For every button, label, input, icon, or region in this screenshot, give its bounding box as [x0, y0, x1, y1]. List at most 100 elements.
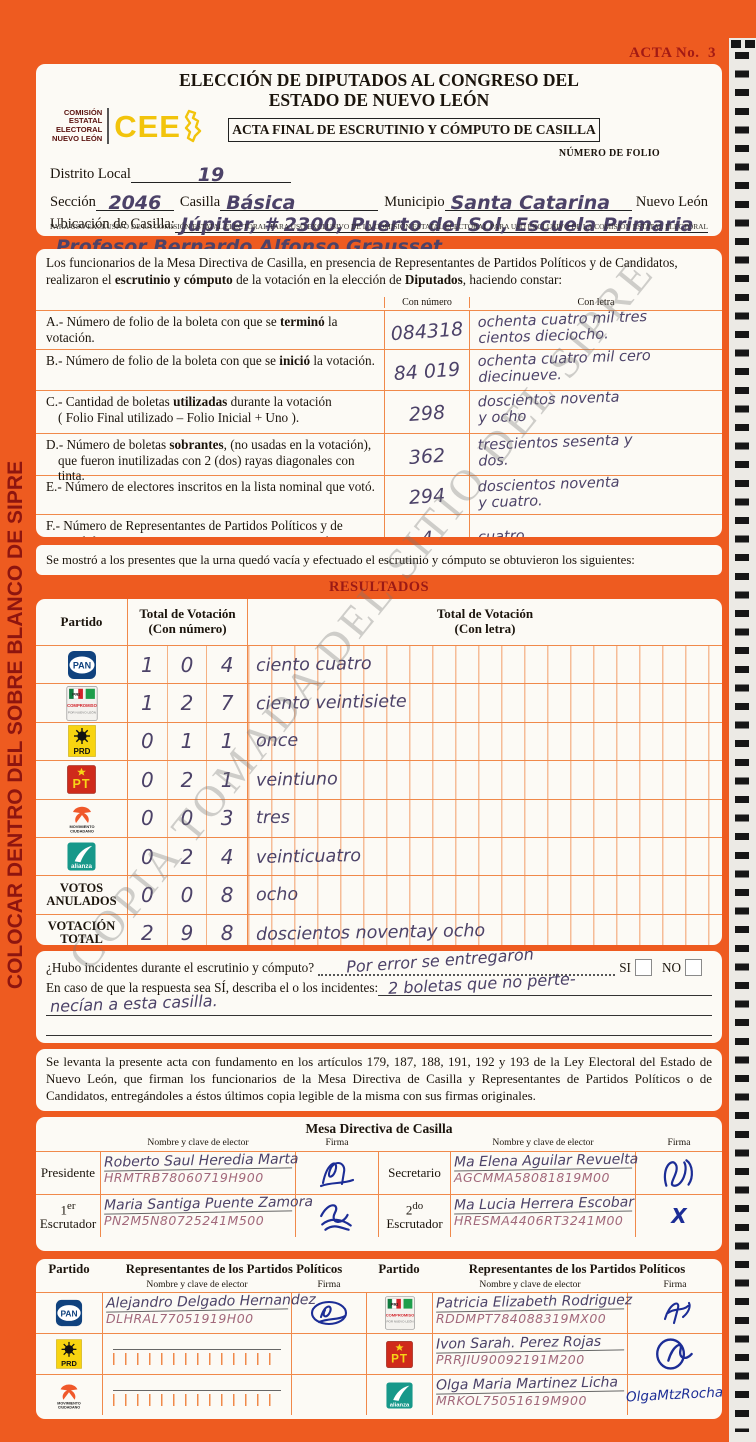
si-label: SI: [619, 960, 631, 975]
municipio-field: Santa Catarina: [444, 188, 632, 214]
presidente-clave: HRMTRB78060719H900: [104, 1170, 264, 1185]
seccion-label: Sección: [50, 194, 96, 210]
empty-name-line: [113, 1390, 281, 1391]
mesa-subheaders: Nombre y clave de elector Firma Nombre y…: [147, 1137, 691, 1148]
value-d-num: 362: [408, 444, 446, 469]
rep-alianza-logo-cell: alianza: [366, 1374, 432, 1415]
describe-line1: 2 boletas que no perte-: [378, 969, 712, 998]
rep-alianza-firma: OlgaMtzRocha: [626, 1374, 722, 1415]
escrutador1-name: Maria Santiga Puente Zamora: [103, 1193, 314, 1215]
svg-text:MOVIMIENTO: MOVIMIENTO: [69, 824, 94, 829]
casilla-field: Básica: [220, 188, 379, 214]
svg-text:PRD: PRD: [61, 1359, 77, 1368]
incidents-question-row: ¿Hubo incidentes durante el escrutinio y…: [46, 944, 712, 977]
rep-pt-clave: PRRJIU90092191M200: [436, 1352, 585, 1367]
presidente-name: Roberto Saul Heredia Marta: [103, 1151, 299, 1172]
rep-pri-name-cell: Patricia Elizabeth Rodriguez RDDMPT78408…: [432, 1292, 633, 1333]
mesa-title: Mesa Directiva de Casilla: [305, 1121, 453, 1136]
escrutador2-firma: X: [636, 1194, 722, 1237]
acta-no-value: 3: [708, 45, 716, 61]
document-title: ELECCIÓN DE DIPUTADOS AL CONGRESO DEL ES…: [36, 64, 722, 110]
x-signature: X: [671, 1204, 687, 1228]
rep-pan-name-cell: Alejandro Delgado Hernandez DLHRAL770519…: [102, 1292, 316, 1333]
svg-text:CIUDADANO: CIUDADANO: [58, 1406, 80, 1410]
svg-text:PRI: PRI: [72, 692, 80, 697]
scrutiny-row-b: B.- Número de folio de la boleta con que…: [36, 347, 722, 390]
rep-prd-firma: [292, 1333, 366, 1374]
distrito-row: Distrito Local 19: [50, 160, 708, 186]
feed-mark: [731, 40, 741, 48]
anulados-letter: ocho: [255, 884, 299, 906]
value-b-letter: ochenta cuatro mil cero diecinueve.: [477, 347, 651, 387]
numero-folio-label: NÚMERO DE FOLIO: [558, 148, 660, 159]
dotted-leader: [318, 961, 616, 976]
svg-text:COMPROMISO: COMPROMISO: [385, 1313, 414, 1318]
scrutiny-row-e: E.- Número de electores inscritos en la …: [36, 475, 722, 514]
svg-text:POR NUEVO LEÓN: POR NUEVO LEÓN: [386, 1319, 413, 1324]
scrutiny-row-f: F.- Número de Representantes de Partidos…: [36, 514, 722, 537]
results-head: Partido Total de Votación (Con número) To…: [36, 599, 722, 645]
svg-text:COMPROMISO: COMPROMISO: [67, 703, 97, 708]
header-panel: ELECCIÓN DE DIPUTADOS AL CONGRESO DEL ES…: [36, 64, 722, 258]
prd-votes-letter: once: [255, 731, 299, 752]
seccion-row: Sección 2046 Casilla Básica Municipio Sa…: [50, 188, 708, 214]
rep-prd-logo-cell: PRD: [36, 1333, 102, 1374]
pt-logo: PT: [386, 1340, 413, 1368]
signature-scribble: [319, 1162, 355, 1188]
casilla-label: Casilla: [179, 194, 221, 210]
incidents-line2: necían a esta casilla.: [46, 991, 712, 1016]
escrutador1-label: 1er Escrutador: [36, 1194, 100, 1237]
rep-pri-name: Patricia Elizabeth Rodriguez: [435, 1292, 633, 1313]
svg-text:PT: PT: [391, 1352, 408, 1365]
escrutador2-name: Ma Lucia Herrera Escobar: [453, 1194, 635, 1215]
si-checkbox: [634, 959, 652, 976]
acta-number: ACTA No. 3: [629, 45, 716, 62]
rep-alianza-clave: MRKOL75051619M900: [436, 1393, 587, 1408]
describe-label: En caso de que la respuesta sea SÍ, desc…: [46, 980, 379, 995]
col-con-numero: Con número: [384, 297, 470, 308]
svg-text:PAN: PAN: [60, 1308, 77, 1318]
pan-logo: PAN: [55, 1299, 83, 1327]
signature-scribble: [663, 1301, 691, 1325]
mesa-panel: Mesa Directiva de Casilla Nombre y clave…: [36, 1117, 722, 1251]
svg-text:PT: PT: [73, 778, 91, 792]
col-con-letra: Con letra: [577, 297, 615, 308]
signature-scribble: [656, 1338, 693, 1370]
escrutador1-firma: [296, 1194, 378, 1237]
reps-panel: Partido Representantes de los Partidos P…: [36, 1259, 722, 1419]
reps-grid: PAN Alejandro Delgado Hernandez DLHRAL77…: [36, 1292, 722, 1415]
total-letter: doscientos noventay ocho: [255, 921, 486, 945]
scrutiny-row-c: C.- Cantidad de boletas utilizadas duran…: [36, 390, 722, 433]
seccion-field: 2046: [95, 188, 174, 214]
rep-mc-firma: [292, 1374, 366, 1415]
value-e-letter: doscientos noventa y cuatro.: [477, 474, 620, 512]
value-a-letter: ochenta cuatro mil tres cientos dieciocho…: [477, 309, 648, 347]
svg-text:POR NUEVO LEÓN: POR NUEVO LEÓN: [67, 709, 95, 714]
rep-pan-logo-cell: PAN: [36, 1292, 102, 1333]
rep-alianza-name-cell: Olga Maria Martinez Licha MRKOL75051619M…: [432, 1374, 628, 1415]
urna-note: Se mostró a los presentes que la urna qu…: [36, 545, 722, 575]
municipio-value: Santa Catarina: [450, 192, 611, 214]
rep-prd-name-cell: [102, 1333, 292, 1374]
mc-votes-letter: tres: [255, 807, 291, 829]
side-vertical-label: COLOCAR DENTRO DEL SOBRE BLANCO DE SIPRE: [4, 460, 27, 990]
legal-panel: Se levanta la presente acta con fundamen…: [36, 1049, 722, 1111]
signature-scribble: [310, 1300, 348, 1326]
rep-mc-logo-cell: MOVIMIENTO CIUDADANO: [36, 1374, 102, 1415]
describe-line3: [46, 1020, 712, 1036]
pri-compromiso-logo: PRI COMPROMISO POR NUEVO LEÓN: [65, 685, 97, 721]
value-b-num: 84 019: [393, 358, 461, 386]
escrutador2-clave: HRESMA4406RT3241M00: [454, 1213, 624, 1228]
scrutiny-row-d: D.- Número de boletas sobrantes, (no usa…: [36, 432, 722, 483]
pri-votes-letter: ciento veintisiete: [255, 691, 407, 715]
pan-logo: PAN: [67, 650, 96, 679]
feed-strip: [729, 38, 756, 1442]
title-line2: ESTADO DE NUEVO LEÓN: [268, 89, 490, 110]
no-label: NO: [661, 960, 681, 975]
incidents-line3: [46, 1020, 712, 1036]
value-c-letter: doscientos noventa y ocho: [477, 389, 620, 427]
escrutador2-name-cell: Ma Lucia Herrera Escobar HRESMA4406RT324…: [450, 1194, 636, 1237]
secretario-label: Secretario: [378, 1151, 450, 1194]
